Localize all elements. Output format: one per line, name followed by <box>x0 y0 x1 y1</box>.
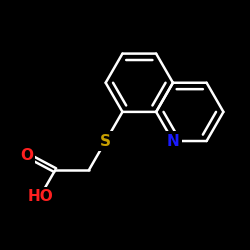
Text: N: N <box>166 134 179 148</box>
Text: S: S <box>100 134 111 148</box>
Text: HO: HO <box>27 189 53 204</box>
Text: O: O <box>20 148 33 162</box>
